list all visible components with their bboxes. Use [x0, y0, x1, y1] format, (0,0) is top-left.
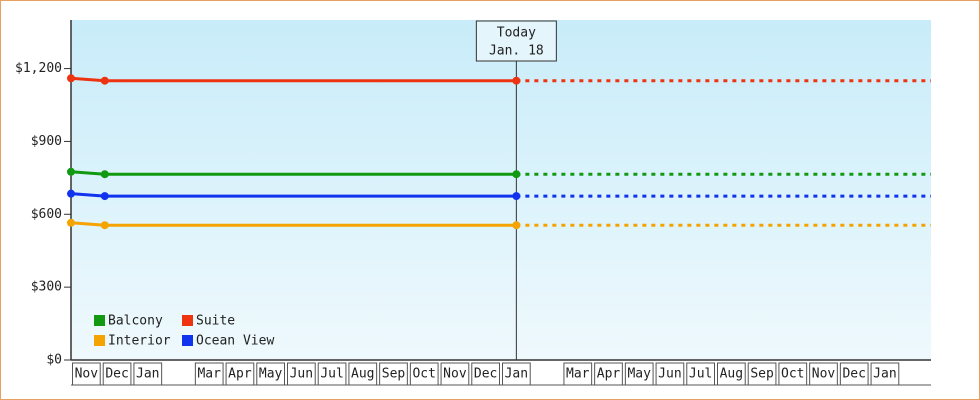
legend-swatch [94, 315, 105, 326]
x-tick-label: Nov [75, 367, 99, 382]
data-point [67, 218, 75, 227]
data-point [512, 192, 521, 201]
x-tick-label: Aug [351, 367, 374, 382]
x-tick-label: Nov [443, 367, 467, 382]
y-tick-label: $300 [31, 280, 62, 295]
y-tick-label: $900 [31, 134, 62, 149]
x-tick-label: Jan [136, 367, 159, 382]
data-point [512, 76, 521, 85]
x-tick-label: Nov [812, 367, 836, 382]
data-point [100, 170, 109, 179]
data-point [512, 170, 521, 179]
data-point [67, 74, 75, 83]
legend-swatch [94, 335, 105, 346]
x-tick-label: Oct [412, 367, 435, 382]
x-tick-label: Jun [658, 367, 681, 382]
data-point [100, 192, 109, 201]
plot-area [71, 20, 931, 360]
x-tick-label: Sep [750, 367, 774, 382]
x-tick-label: May [627, 367, 651, 382]
x-tick-label: Jan [505, 367, 528, 382]
x-tick-label: Dec [842, 367, 865, 382]
today-box [475, 20, 557, 62]
x-tick-label: Mar [566, 367, 590, 382]
data-point [67, 167, 75, 176]
y-tick-label: $600 [31, 207, 62, 222]
x-tick-label: Jul [689, 367, 712, 382]
x-tick-label: Mar [197, 367, 221, 382]
x-tick-label: Jan [873, 367, 896, 382]
today-label: Jan. 18 [489, 44, 544, 59]
x-tick-label: Dec [474, 367, 497, 382]
today-label: Today [497, 26, 536, 41]
x-tick-label: Aug [720, 367, 743, 382]
x-tick-label: Jun [290, 367, 313, 382]
x-tick-label: Jul [320, 367, 343, 382]
legend-label: Balcony [108, 314, 163, 329]
data-point [512, 221, 521, 230]
data-point [100, 221, 109, 230]
y-tick-label: $0 [46, 353, 62, 368]
x-tick-label: May [259, 367, 283, 382]
x-tick-label: Dec [105, 367, 128, 382]
x-tick-label: Oct [781, 367, 804, 382]
legend-swatch [182, 315, 193, 326]
x-tick-label: Sep [382, 367, 406, 382]
x-tick-label: Apr [597, 367, 621, 382]
legend-swatch [182, 335, 193, 346]
legend-label: Interior [108, 334, 171, 349]
data-point [67, 189, 75, 198]
legend-label: Suite [196, 314, 235, 329]
x-tick-label: Apr [228, 367, 252, 382]
data-point [100, 76, 109, 85]
legend-label: Ocean View [196, 334, 274, 349]
y-tick-label: $1,200 [15, 61, 62, 76]
